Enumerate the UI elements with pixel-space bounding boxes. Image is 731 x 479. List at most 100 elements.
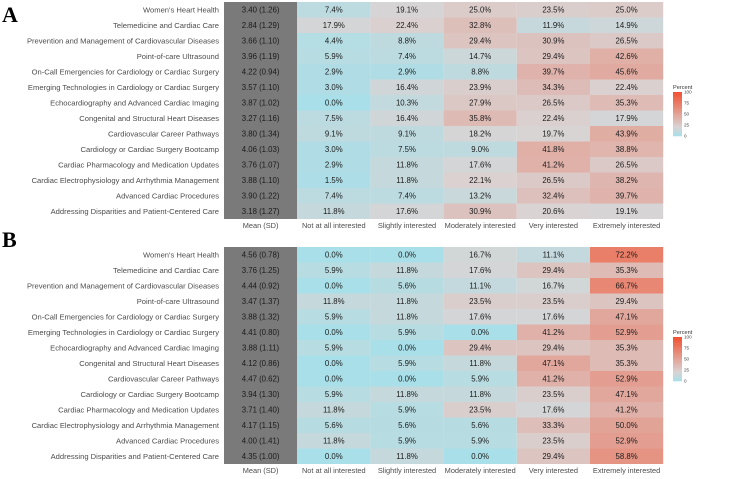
cell-value-label: 52.9% xyxy=(616,375,638,384)
heatmap-cell xyxy=(516,278,590,294)
heatmap-cell xyxy=(297,48,371,64)
heatmap-cell xyxy=(370,324,444,340)
mean-cell xyxy=(224,402,298,418)
column-header: Not at all interested xyxy=(302,466,366,475)
legend-gradient-step xyxy=(673,134,682,137)
cell-value-label: 26.5% xyxy=(616,37,638,46)
heatmap-cell xyxy=(516,247,590,263)
cell-value-label: 0.0% xyxy=(325,282,343,291)
heatmap-cell xyxy=(297,17,371,33)
legend-gradient-step xyxy=(673,93,682,95)
legend-gradient-step xyxy=(673,362,682,364)
cell-value-label: 5.9% xyxy=(471,437,489,446)
heatmap-cell xyxy=(297,448,371,464)
legend-tick: 50 xyxy=(684,357,690,362)
cell-value-label: 50.0% xyxy=(616,421,638,430)
legend-gradient-step xyxy=(673,359,682,361)
cell-value-label: 45.6% xyxy=(616,68,638,77)
cell-value-label: 72.2% xyxy=(616,251,638,260)
mean-cell xyxy=(224,309,298,325)
legend-gradient-step xyxy=(673,99,682,102)
cell-value-label: 58.8% xyxy=(616,452,638,461)
cell-value-label: 29.4% xyxy=(469,37,491,46)
heatmap-cell xyxy=(370,79,444,95)
heatmap-cell xyxy=(516,355,590,371)
heatmap-cell xyxy=(443,371,517,387)
mean-sd-label: 4.41 (0.80) xyxy=(242,328,280,337)
legend-gradient-step xyxy=(673,104,682,106)
cell-value-label: 39.7% xyxy=(542,68,564,77)
heatmap-cell xyxy=(370,17,444,33)
cell-value-label: 19.1% xyxy=(616,207,638,216)
legend-gradient-step xyxy=(673,371,682,373)
column-header: Slightly interested xyxy=(378,221,436,230)
cell-value-label: 7.4% xyxy=(325,6,343,15)
heatmap-cell xyxy=(516,293,590,309)
cell-value-label: 22.4% xyxy=(616,83,638,92)
legend-gradient-step xyxy=(673,370,682,372)
row-label: Congenital and Structural Heart Diseases xyxy=(79,114,219,123)
cell-value-label: 29.4% xyxy=(616,297,638,306)
column-header: Moderately interested xyxy=(445,466,516,475)
heatmap-cell xyxy=(370,172,444,188)
cell-value-label: 16.7% xyxy=(469,251,491,260)
mean-cell xyxy=(224,293,298,309)
cell-value-label: 0.0% xyxy=(325,359,343,368)
row-label: Cardiac Pharmacology and Medication Upda… xyxy=(58,160,219,169)
legend-gradient-step xyxy=(673,119,682,121)
cell-value-label: 11.8% xyxy=(396,390,418,399)
legend-gradient-step xyxy=(673,353,682,355)
heatmap-cell xyxy=(297,340,371,356)
legend-gradient-step xyxy=(673,105,682,107)
cell-value-label: 30.9% xyxy=(469,207,491,216)
cell-value-label: 42.6% xyxy=(616,52,638,61)
mean-sd-label: 3.80 (1.34) xyxy=(242,130,280,139)
heatmap-cell xyxy=(443,172,517,188)
mean-cell xyxy=(224,448,298,464)
legend-gradient-step xyxy=(673,345,682,348)
cell-value-label: 0.0% xyxy=(325,251,343,260)
row-label: Prevention and Management of Cardiovascu… xyxy=(27,281,219,290)
legend-gradient-step xyxy=(673,121,682,124)
heatmap-cell xyxy=(443,126,517,142)
cell-value-label: 38.8% xyxy=(616,145,638,154)
mean-cell xyxy=(224,110,298,126)
heatmap-cell xyxy=(516,417,590,433)
mean-sd-label: 3.87 (1.02) xyxy=(242,99,280,108)
legend-gradient-step xyxy=(673,112,682,115)
heatmap-cell xyxy=(370,2,444,18)
cell-value-label: 7.4% xyxy=(325,192,343,201)
cell-value-label: 11.8% xyxy=(323,406,345,415)
cell-value-label: 5.9% xyxy=(325,266,343,275)
cell-value-label: 23.9% xyxy=(469,83,491,92)
heatmap-cell xyxy=(297,355,371,371)
heatmap-cell xyxy=(370,48,444,64)
legend-gradient-step xyxy=(673,98,682,100)
heatmap-cell xyxy=(370,371,444,387)
cell-value-label: 2.9% xyxy=(398,68,416,77)
legend-gradient-step xyxy=(673,123,682,126)
heatmap-cell xyxy=(443,110,517,126)
legend-gradient-step xyxy=(673,103,682,105)
row-label: Cardiac Electrophysiology and Arrhythmia… xyxy=(32,176,220,185)
heatmap-cell xyxy=(370,110,444,126)
heatmap-cell xyxy=(443,417,517,433)
cell-value-label: 8.8% xyxy=(471,68,489,77)
cell-value-label: 5.9% xyxy=(398,328,416,337)
cell-value-label: 22.4% xyxy=(396,21,418,30)
heatmap-cell xyxy=(590,126,664,142)
legend-gradient-step xyxy=(673,107,682,109)
legend-gradient-step xyxy=(673,92,682,94)
cell-value-label: 41.2% xyxy=(616,406,638,415)
heatmap-cell xyxy=(297,110,371,126)
cell-value-label: 4.4% xyxy=(325,37,343,46)
legend-gradient-step xyxy=(673,118,682,120)
heatmap-cell xyxy=(443,262,517,278)
heatmap-panel-b: B Women's Heart Health 4.56 (0.78) 0.0% 0.0%… xyxy=(2,227,693,475)
legend-gradient-step xyxy=(673,94,682,96)
cell-value-label: 3.0% xyxy=(325,83,343,92)
cell-value-label: 35.3% xyxy=(616,344,638,353)
legend-gradient-step xyxy=(673,356,682,359)
cell-value-label: 11.8% xyxy=(469,359,491,368)
cell-value-label: 38.2% xyxy=(616,176,638,185)
